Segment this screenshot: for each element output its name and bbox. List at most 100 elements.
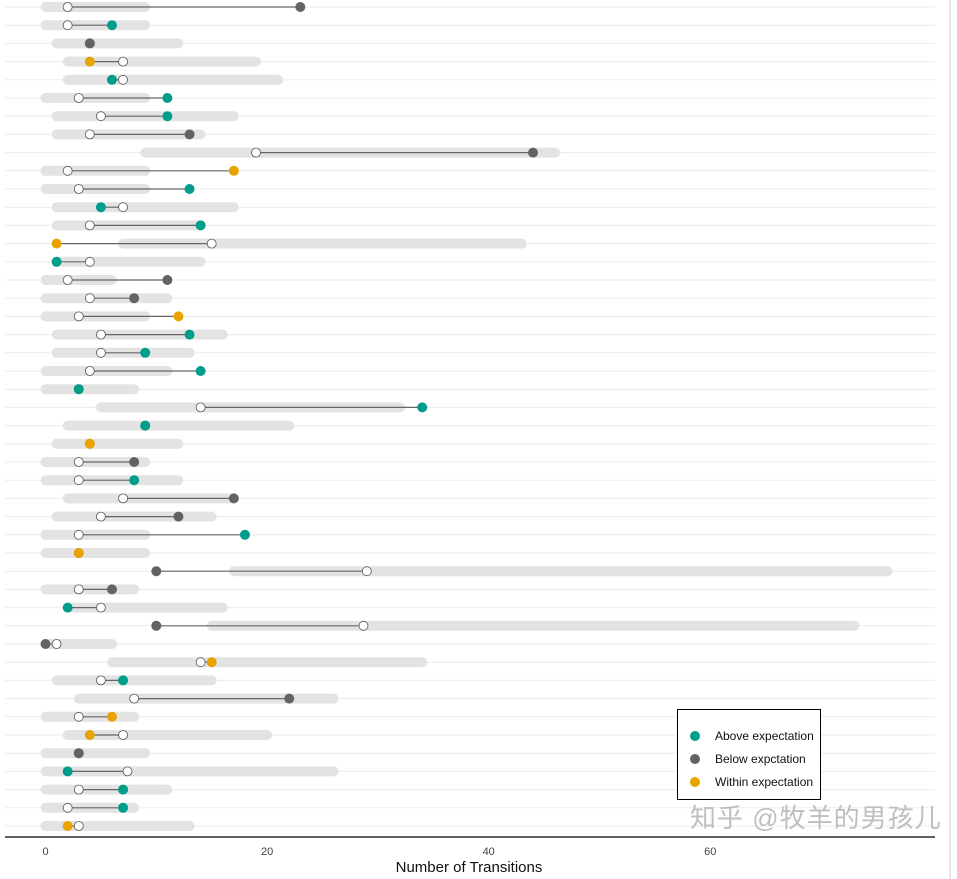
- observed-point-below: [151, 566, 162, 577]
- observed-point-below: [162, 275, 173, 285]
- legend: Above expectation Below expctation Withi…: [677, 709, 821, 800]
- expected-point: [195, 402, 206, 413]
- expected-point: [84, 293, 95, 304]
- x-tick-label: 20: [261, 846, 273, 858]
- observed-point-within: [51, 238, 62, 249]
- x-tick-label: 0: [42, 846, 48, 858]
- expected-point: [73, 821, 84, 831]
- legend-label-above: Above expectation: [715, 729, 814, 743]
- observed-point-above: [140, 347, 151, 358]
- observed-point-within: [84, 56, 95, 67]
- observed-point-below: [84, 38, 95, 49]
- legend-dot-below: [690, 754, 700, 764]
- observed-point-above: [95, 202, 106, 213]
- expected-point: [118, 56, 128, 67]
- legend-label-below: Below expctation: [715, 752, 806, 766]
- observed-point-below: [40, 639, 51, 649]
- expected-point: [73, 93, 84, 103]
- x-tick-label: 60: [704, 846, 716, 858]
- expected-point: [73, 184, 84, 194]
- observed-point-above: [106, 20, 117, 31]
- observed-point-below: [284, 693, 295, 704]
- expected-point: [195, 657, 206, 668]
- observed-point-below: [106, 584, 117, 595]
- observed-point-within: [206, 657, 217, 668]
- legend-item-within: Within expectation: [690, 775, 813, 789]
- expected-point: [84, 256, 95, 267]
- observed-point-within: [84, 438, 95, 449]
- x-axis-title: Number of Transitions: [395, 859, 543, 876]
- legend-dot-within: [690, 777, 700, 787]
- observed-point-above: [73, 384, 84, 395]
- observed-point-above: [62, 766, 73, 777]
- observed-point-above: [51, 256, 62, 267]
- expected-point: [251, 147, 261, 158]
- observed-point-within: [73, 548, 84, 558]
- observed-point-below: [228, 493, 239, 504]
- observed-point-below: [73, 748, 84, 759]
- observed-point-below: [173, 511, 184, 522]
- expected-point: [118, 493, 128, 504]
- observed-point-above: [140, 420, 151, 431]
- expected-point: [96, 111, 106, 122]
- expected-point: [73, 711, 84, 722]
- expected-point: [62, 165, 73, 176]
- observed-point-within: [84, 730, 95, 740]
- observed-point-within: [106, 711, 117, 722]
- x-tick-label: 40: [483, 846, 495, 858]
- observed-point-above: [118, 784, 129, 795]
- observed-point-above: [62, 602, 73, 613]
- observed-point-below: [528, 147, 539, 158]
- panel-border: [949, 0, 951, 879]
- observed-point-above: [162, 93, 173, 103]
- watermark: 知乎 @牧羊的男孩儿: [690, 803, 942, 833]
- expected-point: [51, 639, 62, 649]
- observed-point-within: [228, 165, 239, 176]
- expected-point: [62, 2, 73, 12]
- expected-point: [62, 275, 73, 285]
- observed-point-above: [195, 366, 206, 376]
- expected-point: [358, 620, 369, 631]
- legend-label-within: Within expectation: [715, 775, 814, 789]
- observed-point-above: [417, 402, 428, 413]
- expected-point: [129, 693, 140, 704]
- observed-point-above: [184, 184, 195, 194]
- expected-point: [96, 602, 106, 613]
- observed-point-above: [118, 802, 129, 813]
- expected-point: [96, 675, 106, 686]
- expected-point: [206, 238, 217, 249]
- legend-dot-above: [690, 731, 700, 741]
- expected-point: [84, 366, 95, 376]
- expected-point: [73, 784, 84, 795]
- observed-point-above: [195, 220, 206, 231]
- observed-point-above: [106, 74, 117, 85]
- observed-point-below: [151, 620, 162, 631]
- expected-point: [118, 730, 128, 740]
- expected-point: [73, 529, 84, 540]
- observed-point-above: [129, 475, 140, 486]
- expected-point: [96, 347, 106, 358]
- expected-point: [62, 802, 73, 813]
- legend-item-above: Above expectation: [690, 729, 814, 743]
- expected-point: [118, 74, 128, 85]
- expected-point: [84, 220, 95, 231]
- expected-point: [361, 566, 372, 577]
- observed-point-above: [184, 329, 195, 340]
- observed-point-within: [62, 821, 73, 831]
- expected-point: [122, 766, 133, 777]
- expected-point: [118, 202, 128, 213]
- expected-point: [73, 457, 84, 467]
- observed-point-below: [129, 457, 140, 467]
- expected-point: [62, 20, 73, 31]
- expected-point: [73, 584, 84, 595]
- observed-point-above: [118, 675, 129, 686]
- expected-point: [96, 329, 106, 340]
- observed-point-within: [173, 311, 184, 322]
- observed-point-below: [129, 293, 140, 304]
- expected-point: [96, 511, 106, 522]
- expected-point: [73, 475, 84, 486]
- observed-point-below: [184, 129, 195, 140]
- observed-point-below: [295, 2, 306, 12]
- observed-point-above: [162, 111, 173, 122]
